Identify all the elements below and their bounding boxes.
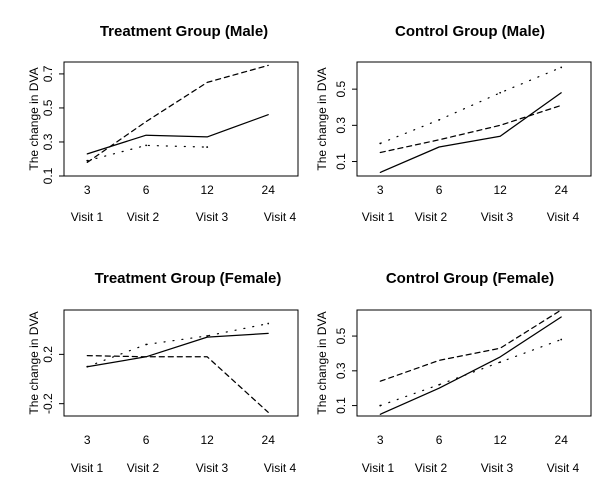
panel-2-ytick-label-2: 0.3: [334, 117, 348, 134]
panel-3-series-solid: [86, 332, 269, 368]
panel-3: Treatment Group (Female) The change in DV…: [27, 270, 299, 475]
panel-1-visit-3: Visit 3: [196, 210, 229, 224]
panel-1-plot-box: [63, 61, 299, 177]
panel-3-plot-box: [63, 309, 299, 417]
panel-2-visit-4: Visit 4: [547, 210, 580, 224]
panel-2-ytick-label-1: 0.1: [334, 153, 348, 170]
panel-4-visit-3: Visit 3: [481, 461, 514, 475]
panel-3-category-1: 3: [84, 433, 91, 447]
panel-4-visit-1: Visit 1: [362, 461, 395, 475]
panel-1-series-dashed: [86, 64, 269, 164]
panel-4-category-4: 24: [555, 433, 569, 447]
panel-1-visit-1: Visit 1: [71, 210, 104, 224]
panel-2-dotted-point-4: [560, 66, 563, 69]
panel-4-dotted-point-4: [560, 338, 563, 341]
panel-1: Treatment Group (Male) The change in DVA0…: [27, 23, 299, 224]
panel-3-category-2: 6: [143, 433, 150, 447]
panel-1-ytick-label-2: 0.3: [41, 133, 55, 150]
panel-4-visit-2: Visit 2: [415, 461, 448, 475]
panel-2-visit-3: Visit 3: [481, 210, 514, 224]
panel-3-dotted-point-2: [145, 343, 148, 346]
panel-3-ytick-label-1: -0.2: [41, 393, 55, 414]
panel-2: Control Group (Male) The change in DVA 0.1…: [315, 23, 592, 224]
panel-2-ytick-label-3: 0.5: [334, 80, 348, 97]
panel-3-dotted-point-3: [206, 334, 209, 337]
panel-1-ylabel: The change in DVA: [27, 67, 41, 170]
panel-1-series-solid: [86, 114, 269, 155]
panel-1-dotted-point-3: [206, 146, 209, 148]
panel-3-ylabel: The change in DVA: [27, 311, 41, 414]
panel-2-ylabel: The change in DVA: [315, 67, 329, 170]
panel-4-series-solid: [379, 316, 562, 415]
panel-4-ytick-label-1: 0.1: [334, 397, 348, 414]
panel-3-visit-4: Visit 4: [264, 461, 297, 475]
panel-1-category-2: 6: [143, 183, 150, 197]
panel-1-visit-2: Visit 2: [127, 210, 160, 224]
panel-4-series-dashed: [379, 309, 562, 382]
panel-4-ylabel: The change in DVA: [315, 311, 329, 414]
panel-3-visit-1: Visit 1: [71, 461, 104, 475]
panel-2-plot-box: [356, 61, 592, 177]
panel-2-visit-2: Visit 2: [415, 210, 448, 224]
panel-3-dotted-point-1: [86, 365, 89, 368]
panel-2-series-dashed: [379, 104, 562, 154]
panel-2-series-solid: [379, 92, 562, 174]
panel-3-ytick-label-2: 0.2: [41, 346, 55, 363]
panel-1-category-1: 3: [84, 183, 91, 197]
panel-3-dotted-point-4: [267, 322, 270, 325]
panel-1-ytick-label-4: 0.7: [41, 65, 55, 82]
panel-2-category-4: 24: [555, 183, 569, 197]
panel-3-category-3: 12: [200, 433, 214, 447]
panel-1-visit-4: Visit 4: [264, 210, 297, 224]
panel-4-category-2: 6: [436, 433, 443, 447]
panel-4-category-1: 3: [377, 433, 384, 447]
panel-2-series-dotted: [379, 66, 562, 144]
panel-3-visit-2: Visit 2: [127, 461, 160, 475]
panel-1-dotted-point-1: [86, 159, 89, 162]
panel-1-category-4: 24: [262, 183, 276, 197]
panel-1-ytick-label-1: 0.1: [41, 167, 55, 184]
panel-4-category-3: 12: [493, 433, 507, 447]
panel-1-category-3: 12: [200, 183, 214, 197]
panel-2-category-2: 6: [436, 183, 443, 197]
panel-4-ytick-label-3: 0.5: [334, 327, 348, 344]
panel-4-dotted-point-3: [499, 361, 502, 364]
panel-1-dotted-point-2: [145, 144, 148, 147]
panel-3-series-dashed: [86, 354, 269, 413]
panel-2-category-1: 3: [377, 183, 384, 197]
panel-4-dotted-point-2: [438, 383, 441, 386]
panel-1-title: Treatment Group (Male): [100, 23, 268, 40]
panel-2-dotted-point-3: [499, 91, 502, 94]
panel-3-visit-3: Visit 3: [196, 461, 229, 475]
panel-1-ytick-label-3: 0.5: [41, 99, 55, 116]
panel-3-category-4: 24: [262, 433, 276, 447]
panel-3-title: Treatment Group (Female): [95, 270, 282, 287]
panel-2-dotted-point-1: [379, 142, 382, 145]
panel-2-visit-1: Visit 1: [362, 210, 395, 224]
panel-4-title: Control Group (Female): [386, 270, 554, 287]
panel-2-category-3: 12: [493, 183, 507, 197]
panel-4: Control Group (Female) The change in DVA 0…: [315, 270, 592, 475]
panel-2-title: Control Group (Male): [395, 23, 545, 40]
panel-3-series-dotted: [86, 323, 269, 368]
panel-4-ytick-label-2: 0.3: [334, 362, 348, 379]
panel-4-visit-4: Visit 4: [547, 461, 580, 475]
panel-2-dotted-point-2: [438, 119, 441, 121]
panel-4-plot-box: [356, 309, 592, 417]
panel-4-dotted-point-1: [379, 404, 382, 407]
